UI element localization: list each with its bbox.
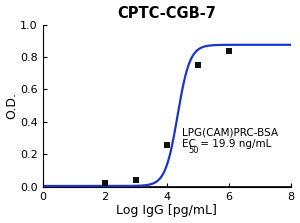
Point bbox=[195, 63, 200, 67]
Point bbox=[133, 178, 138, 182]
Point bbox=[102, 182, 107, 185]
X-axis label: Log IgG [pg/mL]: Log IgG [pg/mL] bbox=[116, 204, 217, 217]
Title: CPTC-CGB-7: CPTC-CGB-7 bbox=[117, 6, 216, 21]
Text: = 19.9 ng/mL: = 19.9 ng/mL bbox=[196, 139, 271, 149]
Y-axis label: O.D.: O.D. bbox=[6, 92, 19, 119]
Point bbox=[164, 143, 169, 146]
Text: LPG(CAM)PRC-BSA: LPG(CAM)PRC-BSA bbox=[182, 127, 278, 137]
Text: EC: EC bbox=[182, 139, 196, 149]
Point bbox=[226, 50, 231, 53]
Text: 50: 50 bbox=[189, 146, 199, 155]
